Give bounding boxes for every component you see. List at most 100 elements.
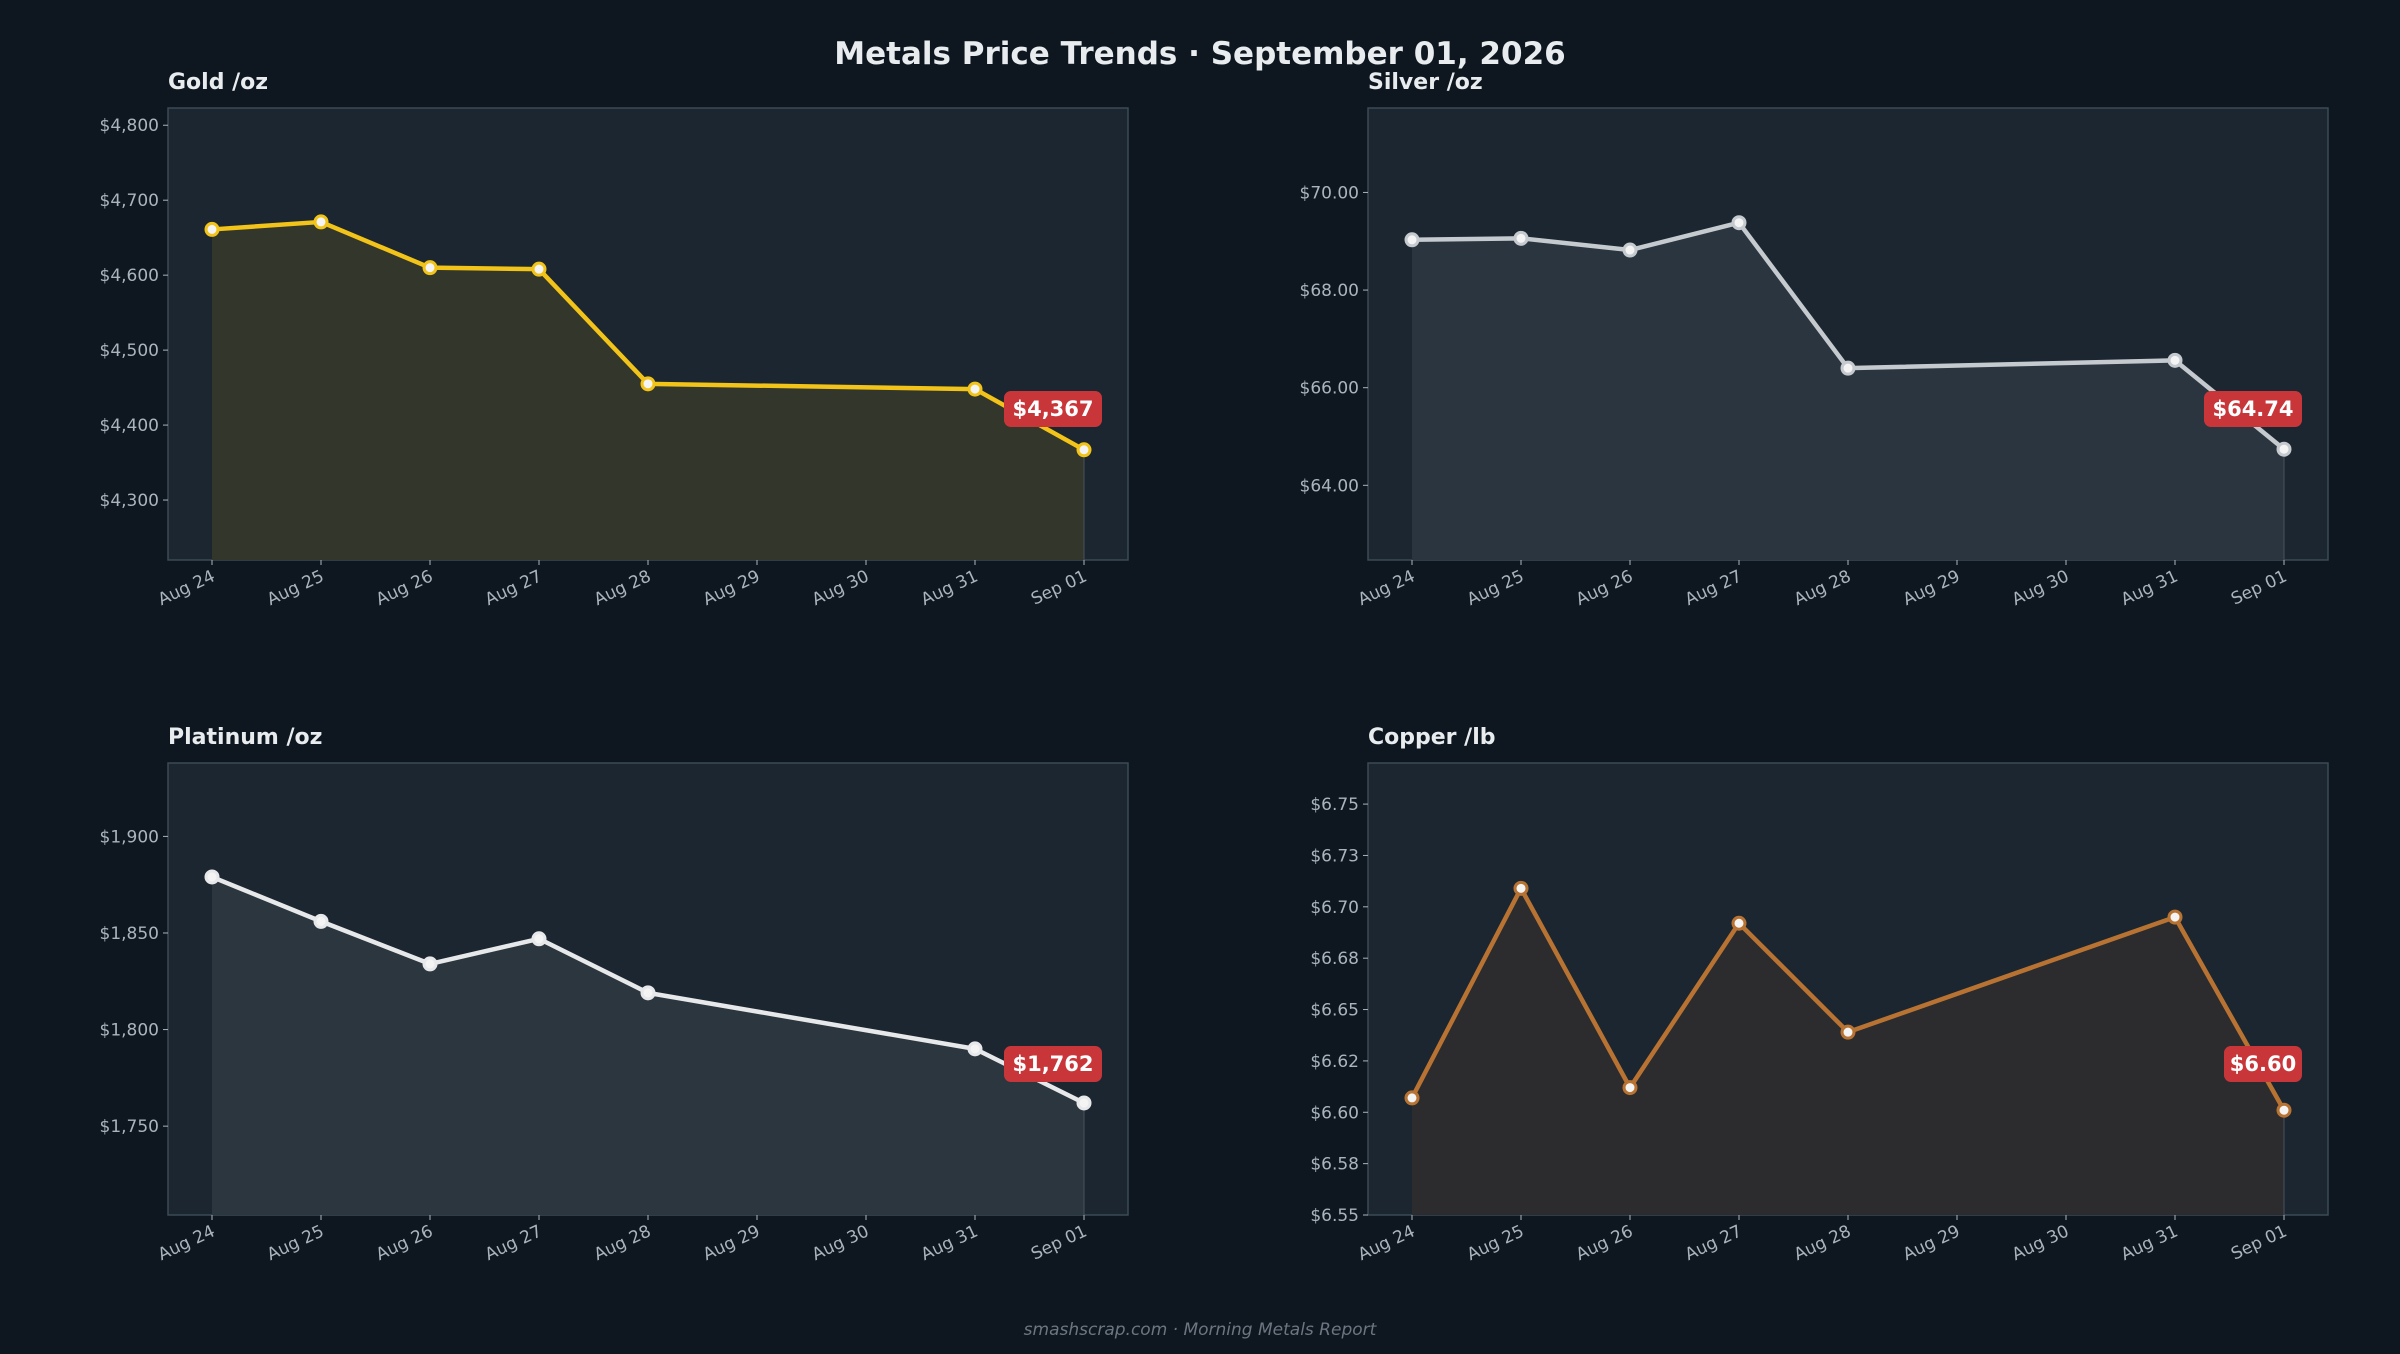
platinum-x-tick-label: Aug 30 xyxy=(809,1221,872,1265)
silver-x-tick-label: Aug 27 xyxy=(1682,566,1745,610)
copper-y-tick-label: $6.58 xyxy=(1310,1155,1359,1175)
gold-chart-title: Gold /oz xyxy=(168,70,268,95)
copper-y-tick-label: $6.65 xyxy=(1310,1001,1359,1021)
gold-y-tick-label: $4,800 xyxy=(100,116,159,136)
copper-x-tick-label: Aug 24 xyxy=(1355,1221,1418,1265)
copper-data-point xyxy=(1840,1024,1856,1040)
silver-data-point xyxy=(1404,232,1420,248)
copper-data-point xyxy=(2276,1102,2292,1118)
gold-x-tick-label: Sep 01 xyxy=(1028,566,1090,609)
copper-y-tick-label: $6.60 xyxy=(1310,1103,1359,1123)
platinum-chart-title: Platinum /oz xyxy=(168,725,322,750)
platinum-last-price-label: $1,762 xyxy=(1012,1052,1093,1076)
copper-data-point xyxy=(1513,880,1529,896)
copper-chart: Copper /lb $6.55 $6.58 $6.60 $6.62 $6.65 $6.68… xyxy=(1310,725,2329,1265)
copper-last-price-badge xyxy=(2224,1046,2302,1082)
silver-x-tick-label: Sep 01 xyxy=(2228,566,2290,609)
copper-data-point xyxy=(1731,915,1747,931)
platinum-data-point xyxy=(1076,1095,1092,1111)
platinum-x-tick-label: Aug 27 xyxy=(482,1221,545,1265)
gold-data-point xyxy=(313,214,329,230)
silver-data-point xyxy=(2276,441,2292,457)
silver-last-price-label: $64.74 xyxy=(2212,397,2293,421)
gold-y-tick-label: $4,300 xyxy=(100,491,159,511)
platinum-data-point xyxy=(967,1041,983,1057)
silver-x-tick-label: Aug 30 xyxy=(2009,566,2072,610)
gold-data-point xyxy=(531,261,547,277)
copper-x-tick-label: Aug 31 xyxy=(2118,1221,2181,1265)
silver-chart: Silver /oz $64.00 $66.00 $68.00 $70.00 Aug 24… xyxy=(1300,70,2329,610)
page-title: Metals Price Trends · September 01, 2026 xyxy=(834,36,1565,72)
gold-data-point xyxy=(967,381,983,397)
silver-x-tick-label: Aug 24 xyxy=(1355,566,1418,610)
gold-chart: Gold /oz $4,300 $4,400 $4,500 $4,600 $4,700 $4… xyxy=(100,70,1129,610)
copper-chart-title: Copper /lb xyxy=(1368,725,1496,750)
copper-y-tick-label: $6.73 xyxy=(1310,846,1359,866)
copper-x-tick-label: Aug 25 xyxy=(1464,1221,1527,1265)
copper-last-price-label: $6.60 xyxy=(2230,1052,2296,1076)
gold-last-price-badge xyxy=(1004,391,1102,427)
silver-y-tick-label: $70.00 xyxy=(1300,183,1359,203)
copper-x-tick-label: Aug 30 xyxy=(2009,1221,2072,1265)
silver-data-point xyxy=(1731,215,1747,231)
copper-y-tick-label: $6.55 xyxy=(1310,1206,1359,1226)
platinum-data-point xyxy=(531,931,547,947)
platinum-x-tick-label: Aug 28 xyxy=(591,1221,654,1265)
gold-data-point xyxy=(204,221,220,237)
copper-data-point xyxy=(1622,1080,1638,1096)
platinum-y-tick-label: $1,850 xyxy=(100,924,159,944)
platinum-x-tick-label: Aug 29 xyxy=(700,1221,763,1265)
silver-data-point xyxy=(2167,352,2183,368)
gold-x-tick-label: Aug 30 xyxy=(809,566,872,610)
silver-data-point xyxy=(1513,230,1529,246)
gold-x-tick-label: Aug 25 xyxy=(264,566,327,610)
gold-y-tick-label: $4,500 xyxy=(100,341,159,361)
platinum-data-point xyxy=(422,956,438,972)
platinum-x-tick-label: Sep 01 xyxy=(1028,1221,1090,1264)
silver-x-tick-label: Aug 29 xyxy=(1900,566,1963,610)
silver-data-point xyxy=(1840,360,1856,376)
copper-x-tick-label: Sep 01 xyxy=(2228,1221,2290,1264)
platinum-last-price-badge xyxy=(1004,1046,1102,1082)
platinum-chart: Platinum /oz $1,750 $1,800 $1,850 $1,900 Aug … xyxy=(100,725,1129,1265)
copper-y-tick-label: $6.62 xyxy=(1310,1052,1359,1072)
platinum-data-point xyxy=(313,913,329,929)
gold-last-price-label: $4,367 xyxy=(1012,397,1093,421)
silver-area-fill xyxy=(1412,222,2284,560)
gold-data-point xyxy=(422,260,438,276)
copper-y-tick-label: $6.68 xyxy=(1310,949,1359,969)
gold-x-tick-label: Aug 27 xyxy=(482,566,545,610)
gold-y-tick-label: $4,700 xyxy=(100,191,159,211)
platinum-x-tick-label: Aug 31 xyxy=(918,1221,981,1265)
platinum-y-tick-label: $1,800 xyxy=(100,1021,159,1041)
platinum-y-tick-label: $1,900 xyxy=(100,827,159,847)
silver-y-tick-label: $68.00 xyxy=(1300,281,1359,301)
platinum-data-point xyxy=(640,985,656,1001)
gold-x-tick-label: Aug 26 xyxy=(373,566,436,610)
copper-data-point xyxy=(2167,909,2183,925)
copper-data-point xyxy=(1404,1090,1420,1106)
copper-x-tick-label: Aug 28 xyxy=(1791,1221,1854,1265)
platinum-x-tick-label: Aug 24 xyxy=(155,1221,218,1265)
platinum-area-fill xyxy=(212,876,1084,1215)
copper-y-tick-label: $6.70 xyxy=(1310,898,1359,918)
silver-chart-title: Silver /oz xyxy=(1368,70,1483,95)
platinum-x-tick-label: Aug 26 xyxy=(373,1221,436,1265)
silver-y-tick-label: $66.00 xyxy=(1300,379,1359,399)
gold-data-point xyxy=(1076,442,1092,458)
silver-x-tick-label: Aug 25 xyxy=(1464,566,1527,610)
gold-x-tick-label: Aug 28 xyxy=(591,566,654,610)
gold-x-tick-label: Aug 24 xyxy=(155,566,218,610)
copper-x-tick-label: Aug 26 xyxy=(1573,1221,1636,1265)
silver-x-tick-label: Aug 26 xyxy=(1573,566,1636,610)
gold-y-tick-label: $4,600 xyxy=(100,266,159,286)
silver-data-point xyxy=(1622,242,1638,258)
copper-area-fill xyxy=(1412,888,2284,1215)
silver-x-tick-label: Aug 28 xyxy=(1791,566,1854,610)
platinum-data-point xyxy=(204,869,220,885)
copper-x-tick-label: Aug 27 xyxy=(1682,1221,1745,1265)
copper-x-tick-label: Aug 29 xyxy=(1900,1221,1963,1265)
page-footer: smashscrap.com · Morning Metals Report xyxy=(1024,1320,1378,1340)
